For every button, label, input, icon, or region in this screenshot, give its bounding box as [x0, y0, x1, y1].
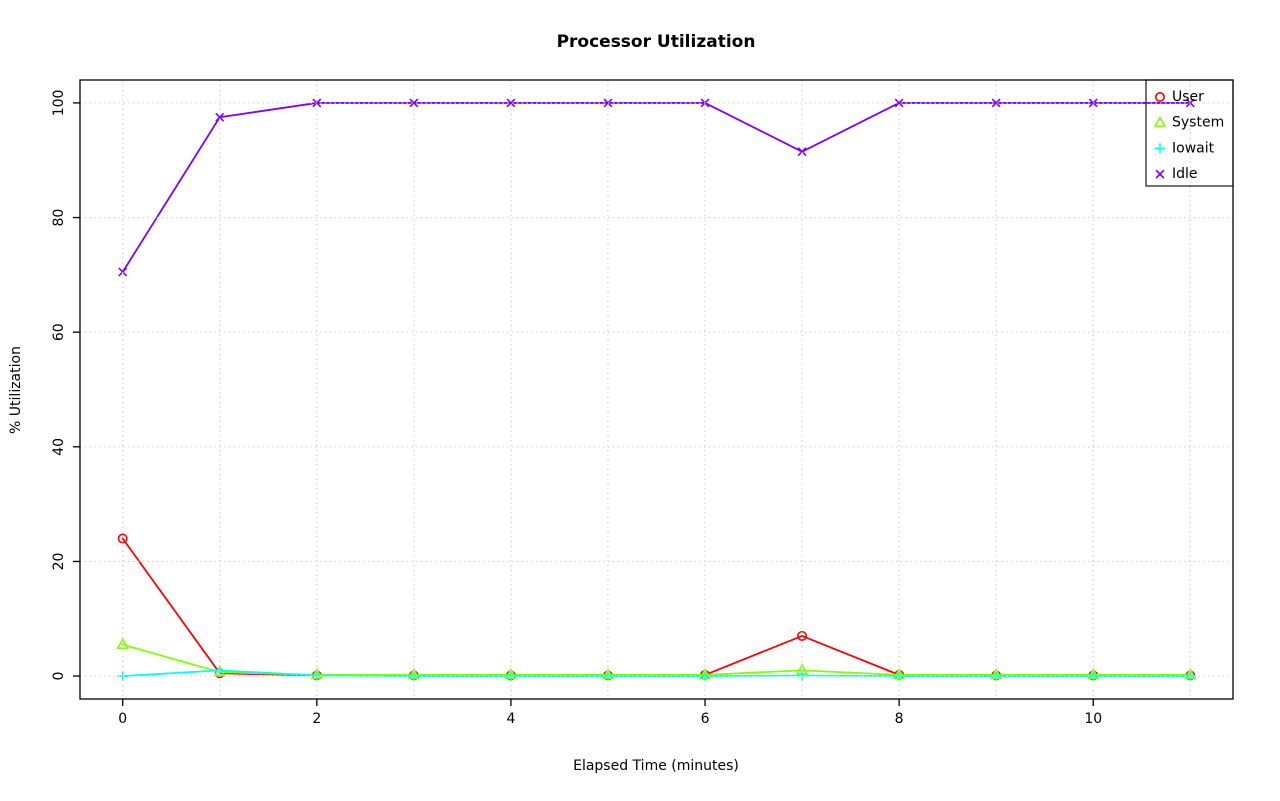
- legend-label: User: [1172, 89, 1204, 105]
- marker-triangle-icon: [116, 637, 129, 649]
- series-user: [117, 533, 1196, 681]
- series-layer: [116, 98, 1197, 682]
- series-iowait: [117, 665, 1196, 682]
- marker-plus-icon: [1154, 143, 1166, 154]
- series-idle: [118, 98, 1195, 277]
- legend-item-iowait: Iowait: [1154, 140, 1215, 156]
- x-tick-label: 0: [118, 711, 127, 727]
- marker-circle-icon: [797, 630, 808, 641]
- y-axis-label: % Utilization: [8, 346, 24, 434]
- y-tick-label: 40: [51, 438, 67, 456]
- marker-x-icon: [991, 98, 1001, 108]
- y-tick-label: 20: [51, 553, 67, 571]
- series-line: [121, 537, 1192, 677]
- marker-circle-icon: [1155, 92, 1166, 103]
- x-tick-label: 8: [895, 711, 904, 727]
- y-tick-label: 100: [51, 90, 67, 117]
- marker-triangle-icon: [1153, 115, 1167, 128]
- marker-x-icon: [215, 112, 225, 122]
- marker-circle-icon: [117, 533, 128, 544]
- x-tick-label: 2: [312, 711, 321, 727]
- x-axis-label: Elapsed Time (minutes): [573, 758, 739, 774]
- marker-x-icon: [312, 98, 322, 108]
- legend-label: Idle: [1172, 166, 1198, 182]
- marker-x-icon: [797, 147, 807, 157]
- legend-box: [1145, 79, 1234, 187]
- marker-x-icon: [894, 98, 904, 108]
- legend: User System Iowait Idle: [1145, 79, 1234, 187]
- x-tick-label: 4: [506, 711, 515, 727]
- legend-label: System: [1172, 115, 1224, 131]
- legend-label: Iowait: [1172, 140, 1215, 156]
- x-tick-label: 10: [1084, 711, 1102, 727]
- marker-x-icon: [409, 98, 419, 108]
- y-tick-label: 60: [51, 323, 67, 341]
- plot-border: [79, 79, 1234, 700]
- marker-x-icon: [1155, 169, 1165, 179]
- marker-x-icon: [603, 98, 613, 108]
- y-tick-label: 80: [51, 209, 67, 227]
- legend-item-user: User: [1155, 89, 1204, 105]
- chart-title: Processor Utilization: [557, 32, 756, 52]
- legend-item-idle: Idle: [1155, 166, 1198, 182]
- grid-layer: [80, 80, 1233, 699]
- marker-x-icon: [506, 98, 516, 108]
- x-tick-label: 6: [701, 711, 710, 727]
- legend-item-system: System: [1153, 115, 1224, 131]
- series-line: [121, 102, 1192, 273]
- series-line: [121, 643, 1192, 676]
- y-tick-label: 0: [51, 672, 67, 681]
